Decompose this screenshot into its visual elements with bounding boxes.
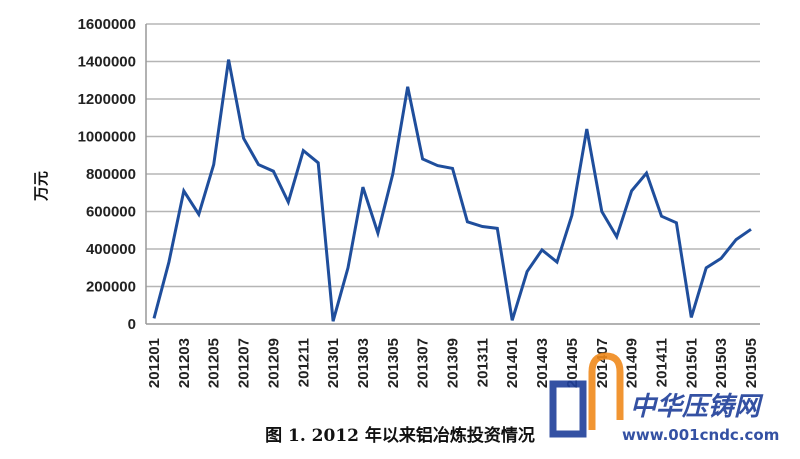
y-tick-label: 800000 (86, 166, 136, 183)
x-tick-label: 201503 (713, 338, 730, 388)
x-tick-label: 201205 (206, 338, 223, 388)
x-tick-label: 201407 (594, 338, 611, 388)
y-tick-label: 1400000 (78, 54, 136, 71)
x-tick-label: 201309 (445, 338, 462, 388)
x-tick-label: 201201 (146, 338, 163, 388)
watermark-name: 中华压铸网 (630, 392, 764, 422)
x-tick-label: 201207 (236, 338, 253, 388)
y-tick-label: 1600000 (78, 16, 136, 33)
x-tick-label: 201409 (624, 338, 641, 388)
y-tick-label: 400000 (86, 241, 136, 258)
watermark-logo-arc (588, 352, 624, 430)
x-tick-label: 201401 (504, 338, 521, 388)
y-tick-label: 0 (128, 316, 136, 333)
x-tick-label: 201305 (385, 338, 402, 388)
x-tick-label: 201411 (653, 338, 670, 387)
x-tick-labels: 201201 201203 201205 201207 201209 201211 2013… (146, 338, 760, 388)
x-tick-label: 201311 (474, 338, 491, 387)
watermark-url: www.001cndc.com (622, 426, 779, 444)
y-tick-label: 200000 (86, 279, 136, 296)
y-axis-label: 万元 (32, 171, 50, 202)
x-tick-label: 201211 (295, 338, 312, 387)
x-tick-label: 201505 (743, 338, 760, 388)
series-line (152, 59, 752, 322)
y-tick-label: 1200000 (78, 91, 136, 108)
x-tick-label: 201203 (176, 338, 193, 388)
watermark-logo: 中华压铸网 www.001cndc.com (549, 352, 779, 444)
x-tick-label: 201501 (683, 338, 700, 388)
x-tick-label: 201307 (415, 338, 432, 388)
y-tick-label: 600000 (86, 204, 136, 221)
watermark-logo-mark (549, 380, 587, 438)
y-tick-label: 1000000 (78, 129, 136, 146)
x-tick-label: 201403 (534, 338, 551, 388)
x-tick-label: 201303 (355, 338, 372, 388)
figure-caption: 图 1. 2012 年以来铝冶炼投资情况 (265, 425, 535, 446)
x-tick-label: 201405 (564, 338, 581, 388)
x-tick-label: 201209 (265, 338, 282, 388)
y-tick-labels: 0 200000 400000 600000 800000 1000000 1200000 1… (78, 16, 136, 333)
x-tick-label: 201301 (325, 338, 342, 388)
